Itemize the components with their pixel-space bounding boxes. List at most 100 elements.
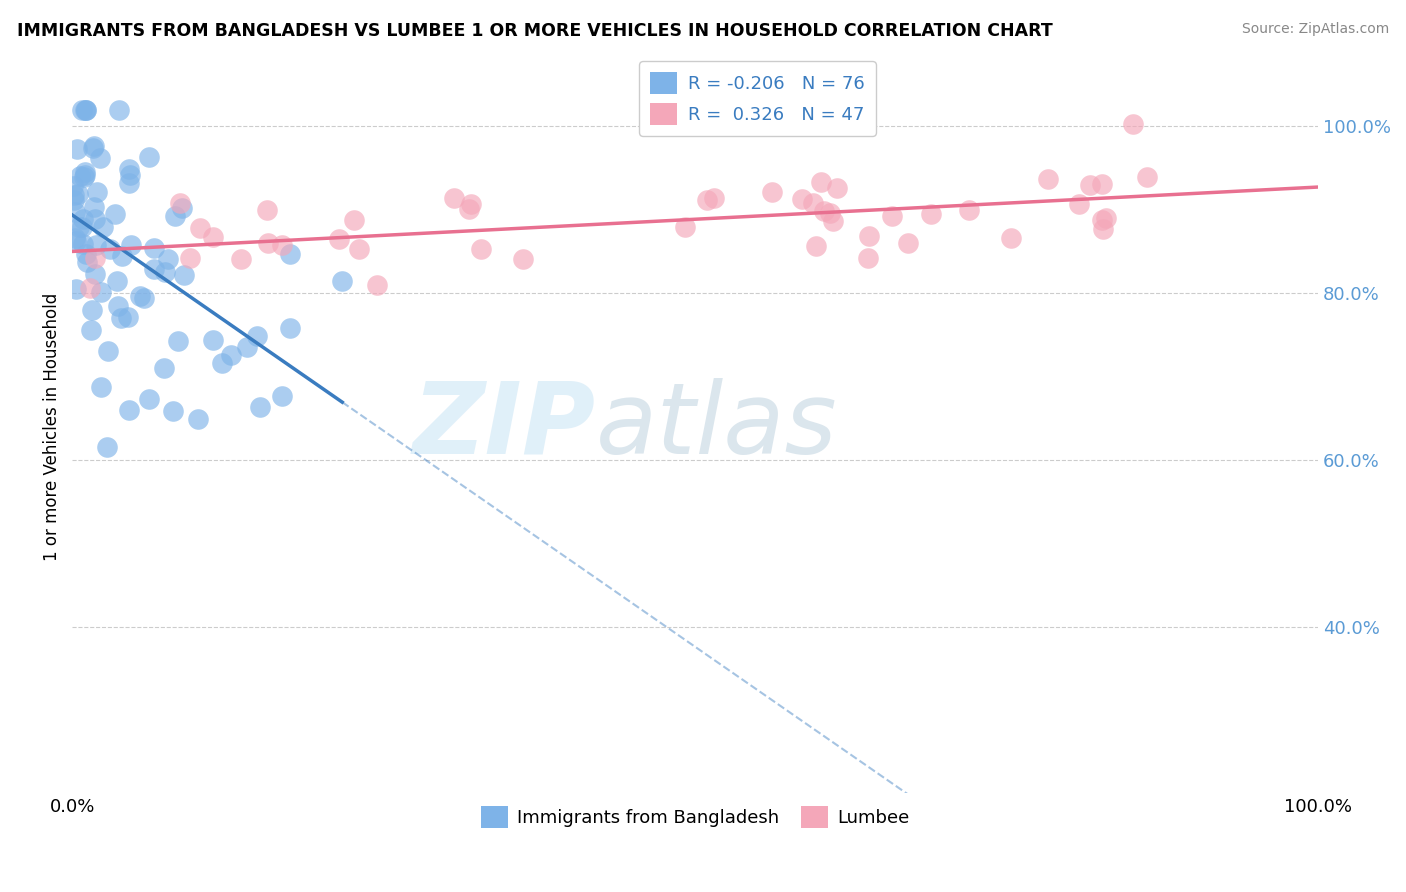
Point (132, 291, 155, 305)
Point (271, 389, 294, 403)
Point (138, 392, 160, 406)
Point (703, 191, 725, 205)
Point (120, 238, 142, 252)
Point (110, 249, 132, 263)
Point (219, 348, 242, 362)
Point (825, 181, 848, 195)
Point (249, 400, 271, 414)
Point (104, 207, 127, 221)
Point (83, 211, 105, 226)
Point (172, 201, 194, 215)
Point (1000, 231, 1022, 245)
Point (157, 252, 180, 267)
Point (328, 232, 350, 246)
Point (460, 197, 482, 211)
Point (236, 340, 259, 354)
Point (117, 310, 139, 324)
Point (66, 142, 89, 156)
Point (79, 280, 101, 294)
Point (107, 299, 129, 313)
Point (80, 303, 103, 318)
Point (166, 334, 188, 348)
Point (246, 329, 269, 343)
Point (96, 440, 118, 454)
Point (83, 200, 105, 214)
Point (70, 103, 93, 117)
Point (63, 231, 86, 245)
Point (201, 333, 224, 347)
Point (792, 192, 814, 206)
Point (443, 191, 465, 205)
Point (1069, 197, 1091, 211)
Point (512, 252, 534, 266)
Point (820, 206, 842, 220)
Point (1094, 211, 1116, 226)
Point (1036, 172, 1059, 186)
Point (801, 195, 824, 210)
Y-axis label: 1 or more Vehicles in Household: 1 or more Vehicles in Household (44, 293, 60, 560)
Point (75, 247, 97, 261)
Point (80, 323, 103, 337)
Point (70, 220, 93, 235)
Point (1091, 213, 1114, 227)
Point (89, 151, 111, 165)
Point (90, 380, 112, 394)
Point (69, 169, 91, 184)
Point (343, 213, 366, 227)
Point (882, 209, 904, 223)
Point (73, 170, 96, 185)
Point (65, 282, 87, 296)
Point (280, 321, 302, 335)
Text: ZIP: ZIP (412, 378, 596, 475)
Text: Source: ZipAtlas.com: Source: ZipAtlas.com (1241, 22, 1389, 37)
Point (1091, 177, 1114, 191)
Point (72, 236, 94, 251)
Point (73, 103, 96, 117)
Point (62, 178, 84, 193)
Point (810, 175, 832, 189)
Point (761, 185, 783, 199)
Point (138, 150, 160, 164)
Point (920, 207, 942, 221)
Point (202, 230, 225, 244)
Point (73, 169, 96, 183)
Point (82, 141, 104, 155)
Point (83, 139, 105, 153)
Point (856, 251, 879, 265)
Point (188, 221, 211, 235)
Point (110, 310, 132, 325)
Point (76, 254, 98, 268)
Point (813, 204, 835, 219)
Point (696, 193, 718, 207)
Point (897, 235, 920, 250)
Point (186, 411, 208, 425)
Point (63, 187, 86, 202)
Point (153, 361, 176, 376)
Point (858, 228, 880, 243)
Point (330, 274, 353, 288)
Point (957, 202, 980, 217)
Point (91, 219, 114, 234)
Point (75, 103, 97, 117)
Point (458, 202, 481, 216)
Point (271, 238, 294, 252)
Point (169, 196, 191, 211)
Point (90, 285, 112, 300)
Point (107, 103, 129, 117)
Point (118, 403, 141, 417)
Point (179, 251, 201, 265)
Point (67, 219, 90, 234)
Point (1080, 178, 1102, 193)
Point (105, 274, 128, 288)
Point (347, 242, 370, 256)
Point (129, 289, 152, 303)
Point (73, 165, 96, 179)
Text: atlas: atlas (596, 378, 837, 475)
Point (165, 209, 187, 223)
Point (83, 267, 105, 281)
Point (1136, 170, 1159, 185)
Point (66, 186, 89, 201)
Point (470, 242, 492, 256)
Point (143, 241, 166, 255)
Point (821, 214, 844, 228)
